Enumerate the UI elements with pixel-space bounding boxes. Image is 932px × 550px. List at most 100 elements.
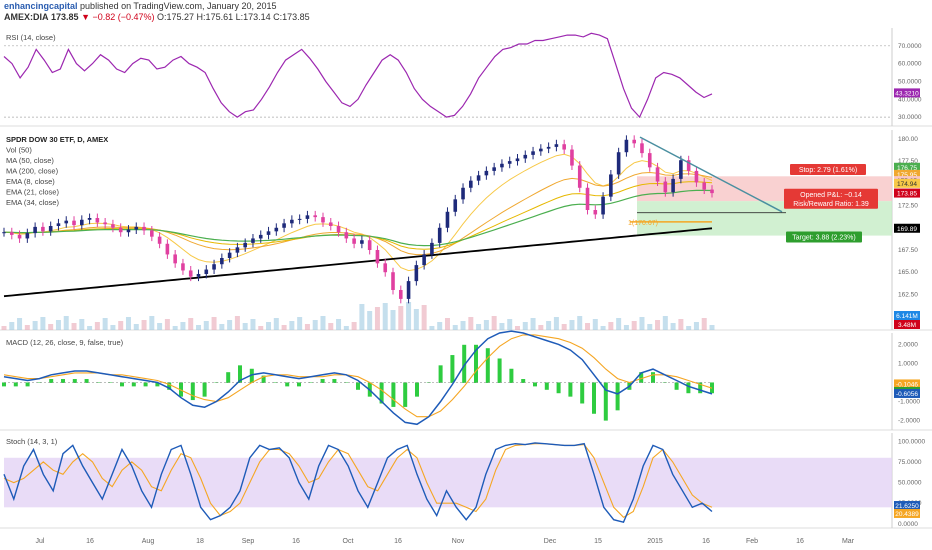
price-legend-item: EMA (21, close) xyxy=(6,188,59,197)
macd-histogram-bar xyxy=(450,355,455,383)
stoch-band xyxy=(4,457,892,508)
macd-histogram-bar xyxy=(273,382,278,383)
volume-bar xyxy=(616,318,622,330)
macd-histogram-bar xyxy=(167,382,172,390)
candle-body xyxy=(188,270,193,277)
x-axis-label: Feb xyxy=(746,538,758,545)
candle-body xyxy=(142,226,146,231)
candle-body xyxy=(554,144,559,147)
volume-bar xyxy=(437,322,443,330)
macd-histogram-bar xyxy=(143,382,148,387)
macd-histogram-bar xyxy=(285,382,290,387)
macd-badge-bg xyxy=(894,379,920,389)
volume-bar xyxy=(483,320,489,330)
macd-histogram-bar xyxy=(603,382,608,421)
candle-body xyxy=(437,227,442,243)
macd-histogram-bar xyxy=(131,382,136,387)
x-axis-label: 2015 xyxy=(647,538,663,545)
volume-bar xyxy=(522,322,528,330)
x-axis-label: Sep xyxy=(242,538,255,545)
macd-axis-tick: 2.0000 xyxy=(898,341,918,348)
x-axis-label: 16 xyxy=(702,538,710,545)
macd-histogram-bar xyxy=(544,382,549,390)
x-axis-label: Oct xyxy=(343,538,354,545)
price-axis-tick: 177.50 xyxy=(898,158,918,165)
price-badge: 175.95 xyxy=(897,172,917,179)
price-legend-item: MA (200, close) xyxy=(6,167,59,176)
author-link[interactable]: enhancingcapital xyxy=(4,1,78,11)
candle-body xyxy=(328,222,333,226)
price-badge-bg xyxy=(894,223,920,233)
macd-histogram-bar xyxy=(49,379,54,383)
stoch-axis-tick: 0.0000 xyxy=(898,521,918,528)
volume-bar xyxy=(553,317,559,330)
volume-bar xyxy=(227,320,233,330)
macd-histogram-bar xyxy=(261,375,266,383)
volume-bar xyxy=(32,321,38,330)
candle-body xyxy=(671,178,675,193)
candle-body xyxy=(655,167,660,182)
candle-body xyxy=(87,218,92,220)
volume-bar xyxy=(289,321,295,330)
macd-histogram-bar xyxy=(25,382,30,387)
macd-histogram-bar xyxy=(497,358,502,383)
pnl-label-bg xyxy=(784,188,878,209)
macd-badge: -0.1046 xyxy=(896,381,918,388)
volume-bar xyxy=(374,307,380,330)
candle-body xyxy=(500,163,504,168)
stop-label: Stop: 2.79 (1.61%) xyxy=(799,167,857,174)
candle-body xyxy=(601,196,605,215)
volume-bar xyxy=(631,321,637,330)
volume-badge: 6.141M xyxy=(896,313,918,320)
stoch-badge: 21.6250 xyxy=(895,503,919,510)
candle-body xyxy=(383,263,388,273)
candle-body xyxy=(476,175,481,181)
candle-body xyxy=(546,146,551,149)
volume-bar xyxy=(203,321,209,330)
price-change: ▼ −0.82 (−0.47%) xyxy=(81,12,155,22)
target-label: Target: 3.88 (2.23%) xyxy=(792,235,855,242)
symbol-line: AMEX:DIA 173.85 ▼ −0.82 (−0.47%) O:175.2… xyxy=(4,12,310,22)
candle-body xyxy=(577,165,582,188)
ma-200-line xyxy=(3,227,713,298)
price-badge: 173.85 xyxy=(897,191,917,198)
volume-bar xyxy=(9,322,15,330)
macd-histogram-bar xyxy=(509,368,514,383)
volume-bar xyxy=(538,325,544,330)
volume-bar xyxy=(273,318,279,330)
candle-body xyxy=(134,226,139,230)
candle-body xyxy=(367,240,372,250)
volume-bar xyxy=(188,318,194,330)
candle-body xyxy=(212,264,216,270)
volume-bar xyxy=(102,318,108,330)
volume-bar xyxy=(196,325,202,330)
volume-bar xyxy=(514,326,520,330)
volume-bar xyxy=(110,325,116,330)
candle-body xyxy=(344,232,349,239)
volume-bar xyxy=(48,324,54,330)
candle-body xyxy=(251,238,255,243)
price-legend-item: EMA (8, close) xyxy=(6,177,55,186)
last-price: 173.85 xyxy=(51,12,79,22)
rsi-legend: RSI (14, close) xyxy=(6,33,56,42)
volume-bar xyxy=(63,316,69,330)
candle-body xyxy=(165,243,170,255)
volume-badge: 3.48M xyxy=(898,322,916,329)
candle-body xyxy=(445,211,450,228)
candle-body xyxy=(430,242,434,255)
x-axis-label: Aug xyxy=(142,538,155,545)
candle-body xyxy=(609,174,613,197)
rsi-axis-tick: 60.0000 xyxy=(898,61,922,68)
macd-histogram-bar xyxy=(190,382,195,401)
volume-bar xyxy=(491,316,497,330)
stoch-badge: 20.4389 xyxy=(895,511,919,518)
candle-body xyxy=(48,226,53,232)
macd-histogram-bar xyxy=(698,382,703,394)
volume-bar xyxy=(398,306,404,330)
candle-body xyxy=(17,234,22,239)
rsi-axis-tick: 50.0000 xyxy=(898,78,922,85)
candle-body xyxy=(181,263,185,271)
candle-body xyxy=(282,223,286,228)
candle-body xyxy=(80,219,84,226)
price-badge: 176.75 xyxy=(897,165,917,172)
